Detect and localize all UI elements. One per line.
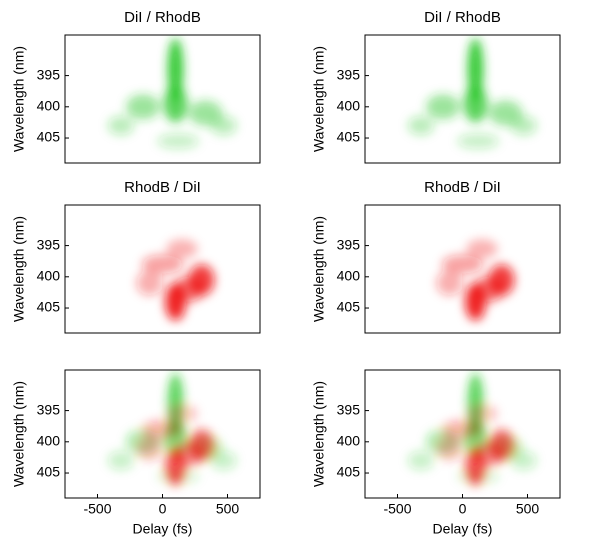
intensity-blob xyxy=(407,116,434,135)
y-tick-label: 405 xyxy=(337,299,361,315)
x-tick-label: 0 xyxy=(459,501,467,517)
intensity-blob xyxy=(210,116,237,135)
intensity-blob xyxy=(141,254,184,274)
y-tick-label: 405 xyxy=(337,464,361,480)
heatmap-image xyxy=(436,239,515,321)
blur-group xyxy=(407,38,537,149)
y-tick-label: 400 xyxy=(337,98,361,114)
intensity-blob xyxy=(136,435,163,461)
intensity-blob xyxy=(126,94,160,120)
blur-group xyxy=(107,38,237,149)
y-tick-label: 395 xyxy=(37,66,61,82)
intensity-blob xyxy=(407,451,434,470)
y-tick-label: 400 xyxy=(337,433,361,449)
panel-title: DiI / RhodB xyxy=(124,9,201,26)
intensity-blob xyxy=(107,451,134,470)
panel-title: RhodB / DiI xyxy=(124,179,201,196)
y-tick-label: 405 xyxy=(37,129,61,145)
y-tick-label: 395 xyxy=(337,401,361,417)
y-axis-label: Wavelength (nm) xyxy=(11,46,27,152)
intensity-blob xyxy=(172,441,205,467)
y-axis-label: Wavelength (nm) xyxy=(311,381,327,487)
y-tick-label: 395 xyxy=(337,236,361,252)
y-tick-label: 395 xyxy=(37,236,61,252)
y-axis-label: Wavelength (nm) xyxy=(11,216,27,322)
intensity-blob xyxy=(141,419,184,439)
blur-group xyxy=(407,373,537,486)
intensity-blob xyxy=(188,100,223,126)
intensity-blob xyxy=(441,254,484,274)
x-axis-label: Delay (fs) xyxy=(133,521,193,537)
y-tick-label: 405 xyxy=(337,129,361,145)
heatmap-image xyxy=(407,373,537,486)
y-axis-label: Wavelength (nm) xyxy=(11,381,27,487)
intensity-blob xyxy=(457,133,499,149)
intensity-blob xyxy=(441,419,484,439)
y-axis-label: Wavelength (nm) xyxy=(311,216,327,322)
y-tick-label: 400 xyxy=(337,268,361,284)
x-tick-label: 500 xyxy=(516,501,540,517)
intensity-blob xyxy=(466,239,498,259)
heatmap: DiI / RhodB Wavelength (nm) 395 400 405 xyxy=(311,9,561,164)
intensity-blob xyxy=(210,451,237,470)
intensity-blob xyxy=(463,84,488,123)
intensity-blob xyxy=(426,94,460,120)
intensity-blob xyxy=(167,38,184,101)
heatmap: Wavelength (nm) 395 400 405 -500 0 500 Delay (f… xyxy=(11,369,261,537)
intensity-blob xyxy=(488,100,523,126)
intensity-blob xyxy=(510,451,537,470)
intensity-blob xyxy=(436,270,463,296)
heatmap: DiI / RhodB Wavelength (nm) 395 400 405 xyxy=(11,9,261,164)
plot-frame xyxy=(64,204,261,334)
panel-title: DiI / RhodB xyxy=(424,9,501,26)
heatmap-image xyxy=(107,38,237,149)
blur-group xyxy=(107,373,237,486)
intensity-blob xyxy=(107,116,134,135)
intensity-blob xyxy=(467,38,484,101)
heatmap: Wavelength (nm) 395 400 405 -500 0 500 Delay (f… xyxy=(311,369,561,537)
y-tick-label: 395 xyxy=(37,401,61,417)
intensity-blob xyxy=(166,239,198,259)
plot-frame xyxy=(364,34,561,164)
intensity-blob xyxy=(166,404,198,424)
y-tick-label: 400 xyxy=(37,98,61,114)
y-tick-label: 405 xyxy=(37,464,61,480)
intensity-blob xyxy=(510,116,537,135)
y-tick-label: 400 xyxy=(37,433,61,449)
intensity-blob xyxy=(136,270,163,296)
intensity-blob xyxy=(172,276,205,302)
intensity-blob xyxy=(157,133,199,149)
intensity-blob xyxy=(466,404,498,424)
x-tick-label: -500 xyxy=(383,501,411,517)
x-tick-label: 0 xyxy=(159,501,167,517)
plot-frame xyxy=(364,204,561,334)
panel-title: RhodB / DiI xyxy=(424,179,501,196)
x-tick-label: -500 xyxy=(83,501,111,517)
y-axis-label: Wavelength (nm) xyxy=(311,46,327,152)
heatmap-image xyxy=(136,239,215,321)
x-axis-label: Delay (fs) xyxy=(433,521,493,537)
blur-group xyxy=(136,239,215,321)
intensity-blob xyxy=(472,441,505,467)
x-tick-label: 500 xyxy=(216,501,240,517)
intensity-blob xyxy=(472,276,505,302)
y-tick-label: 400 xyxy=(37,268,61,284)
heatmap: RhodB / DiI Wavelength (nm) 395 400 405 xyxy=(311,179,561,334)
intensity-blob xyxy=(163,84,188,123)
y-tick-label: 405 xyxy=(37,299,61,315)
heatmap: RhodB / DiI Wavelength (nm) 395 400 405 xyxy=(11,179,261,334)
intensity-blob xyxy=(436,435,463,461)
plot-frame xyxy=(64,34,261,164)
y-tick-label: 395 xyxy=(337,66,361,82)
heatmap-image xyxy=(107,373,237,486)
blur-group xyxy=(436,239,515,321)
heatmap-image xyxy=(407,38,537,149)
